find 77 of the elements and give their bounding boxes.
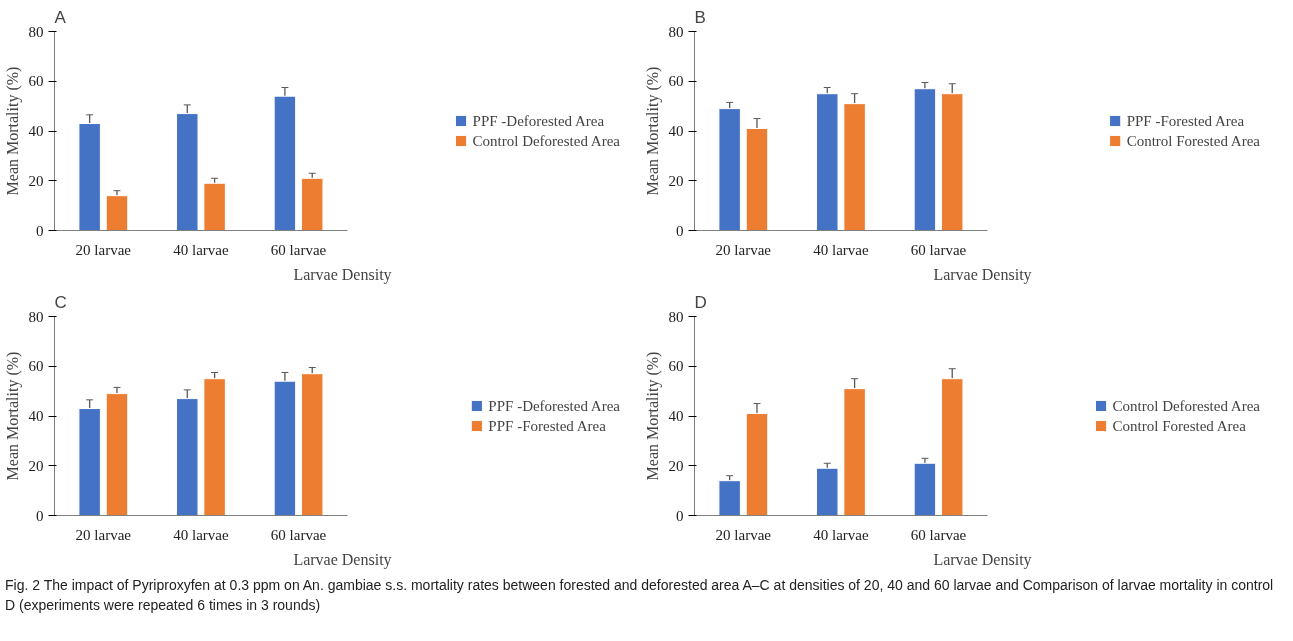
y-axis-title: Mean Mortality (%) — [643, 66, 662, 196]
x-axis-title: Larvae Density — [933, 265, 1032, 284]
y-axis-title: Mean Mortality (%) — [643, 351, 662, 481]
bar — [301, 373, 324, 516]
y-tick-label: 80 — [28, 308, 44, 325]
bar — [843, 103, 866, 231]
y-tick-label: 40 — [28, 123, 44, 139]
x-axis-title: Larvae Density — [293, 265, 392, 284]
y-tick-label: 20 — [668, 172, 684, 189]
bar — [941, 93, 964, 231]
x-tick-label: 40 larvae — [173, 526, 229, 543]
x-tick-label: 20 larvae — [715, 241, 772, 258]
y-tick-label: 40 — [668, 408, 684, 424]
x-axis-title: Larvae Density — [933, 550, 1032, 569]
bar — [816, 467, 839, 516]
bar — [78, 408, 101, 516]
bar — [203, 378, 226, 516]
bar — [78, 123, 101, 231]
bar — [718, 480, 741, 516]
y-tick-label: 80 — [28, 23, 44, 40]
bar — [745, 128, 769, 231]
y-tick-label: 80 — [668, 308, 684, 325]
chart-title: A — [54, 7, 67, 27]
bar — [176, 113, 199, 231]
x-tick-label: 60 larvae — [910, 241, 967, 258]
y-tick-label: 60 — [668, 73, 684, 90]
x-tick-label: 40 larvae — [173, 241, 229, 258]
y-tick-label: 60 — [28, 73, 44, 90]
y-tick-label: 40 — [668, 123, 684, 139]
bar — [913, 462, 937, 516]
x-tick-label: 40 larvae — [813, 526, 869, 543]
y-tick-label: 20 — [28, 457, 44, 474]
legend-label: Control Deforested Area — [472, 132, 620, 149]
y-tick-label: 60 — [28, 358, 44, 375]
legend-label: PPF -Forested Area — [488, 417, 606, 434]
y-tick-label: 0 — [676, 222, 684, 239]
x-tick-label: 40 larvae — [813, 241, 869, 258]
y-tick-label: 0 — [676, 507, 684, 524]
bar — [941, 378, 964, 516]
bar — [273, 95, 297, 231]
x-axis-title: Larvae Density — [293, 550, 392, 569]
y-tick-label: 0 — [36, 507, 44, 524]
bar — [718, 108, 741, 231]
chart-title: C — [54, 292, 67, 312]
x-tick-label: 60 larvae — [270, 241, 327, 258]
x-tick-label: 60 larvae — [270, 526, 327, 543]
bar — [816, 93, 839, 231]
x-tick-label: 20 larvae — [75, 526, 132, 543]
legend-label: Control Forested Area — [1112, 417, 1246, 434]
x-tick-label: 20 larvae — [75, 241, 132, 258]
y-tick-label: 20 — [668, 457, 684, 474]
legend-label: PPF -Deforested Area — [488, 397, 620, 414]
y-tick-label: 80 — [668, 23, 684, 40]
legend-label: Control Forested Area — [1126, 132, 1260, 149]
caption: Fig. 2 The impact of Pyriproxyfen at 0.3 ppm on An. gambiae s.s. mortality rates between forested and deforested area A–C at densities of 20, 40 and 60 larvae and Comparison of larvae mortality in control D (experiments were repeated 6 times in 3 rounds) — [5, 576, 1275, 615]
bar — [301, 177, 324, 231]
chart-title: B — [694, 7, 706, 27]
bar — [913, 88, 937, 231]
bar — [843, 388, 866, 516]
y-tick-label: 20 — [28, 172, 44, 189]
legend-label: Control Deforested Area — [1112, 397, 1260, 414]
bar — [105, 393, 129, 516]
bar — [176, 398, 199, 516]
bar — [105, 195, 129, 231]
chart-title: D — [694, 292, 707, 312]
legend-label: PPF -Deforested Area — [472, 112, 605, 129]
y-tick-label: 0 — [36, 222, 44, 239]
x-tick-label: 60 larvae — [910, 526, 967, 543]
y-axis-title: Mean Mortality (%) — [3, 66, 22, 196]
bar — [745, 413, 769, 516]
x-tick-label: 20 larvae — [715, 526, 772, 543]
y-axis-title: Mean Mortality (%) — [3, 351, 22, 481]
y-tick-label: 60 — [668, 358, 684, 375]
legend-label: PPF -Forested Area — [1126, 112, 1245, 129]
bar — [273, 380, 297, 516]
y-tick-label: 40 — [28, 408, 44, 424]
bar — [203, 182, 226, 231]
